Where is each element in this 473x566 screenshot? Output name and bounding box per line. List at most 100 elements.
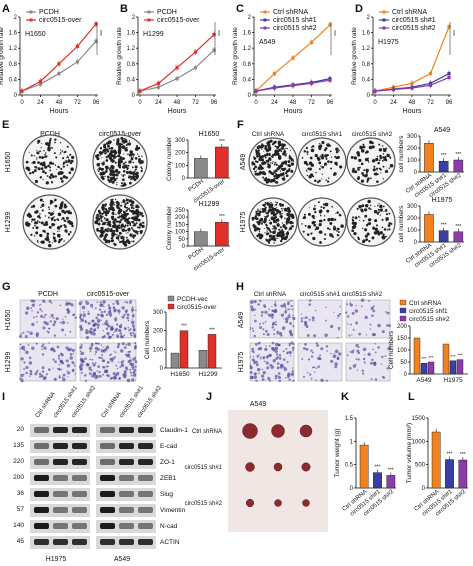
panel-f-dish-colony [371,236,375,240]
panel-e-dish-colony [121,157,125,160]
panel-j-tumor [274,499,282,507]
panel-i-cell-label: A549 [114,556,130,563]
panel-g-image-cell [133,368,137,372]
panel-j-row-label: Ctrl shRNA [192,429,222,435]
panel-g-image-cell [35,370,38,374]
panel-f-dish-colony [383,228,387,231]
panel-e-dish-colony [122,228,125,231]
chart-F1-y-tick-label: 300 [407,134,418,140]
panel-h-image-cell [354,309,359,313]
panel-f-dish-colony [263,172,267,176]
panel-e-dish-colony [53,239,57,243]
panel-g-image-cell [123,313,126,316]
panel-g-image-cell [69,356,73,360]
panel-e-dish-colony [59,149,62,151]
chart-L-y-tick-label: 1000 [412,439,426,445]
panel-h-image-cell [311,351,314,354]
panel-j-title: A549 [250,401,266,408]
panel-f-dish-colony [314,221,317,223]
panel-f-dish-colony [286,231,289,234]
panel-f-dish-colony [353,231,357,236]
panel-e-dish-colony [139,230,143,234]
panel-e-dish-colony [36,233,38,235]
panel-label-e: E [2,119,9,131]
panel-e-dish-colony [28,214,32,218]
panel-f-dish-colony [384,235,387,238]
panel-g-image-cell [56,345,60,349]
chart-E1-significance: *** [219,139,225,145]
panel-g-image-cell [103,305,105,308]
panel-h-image-cell [312,319,315,322]
panel-e-dish-colony [109,173,112,176]
panel-g-image-cell [91,358,94,361]
panel-e-dish-colony [116,234,118,236]
panel-f-dish-colony [279,234,283,238]
panel-h-image-cell [285,309,287,311]
panel-h-image-cell [249,371,253,374]
panel-f-dish [297,137,347,187]
panel-f-dish-colony [264,202,267,204]
panel-h-image-cell [317,365,320,368]
panel-e-dish-colony [113,178,117,182]
panel-h-image-cell [275,320,277,323]
panel-i-band [53,539,68,545]
panel-e-dish-colony [66,216,69,220]
chart-H-bar [413,337,421,375]
panel-e-dish-colony [111,159,115,163]
panel-e-dish-colony [30,206,33,209]
panel-e-dish-colony [125,229,128,232]
panel-e-dish-colony [64,229,68,233]
panel-f-dish-colony [306,174,308,177]
panel-f-dish-colony [329,150,332,153]
panel-f-dish-colony [264,177,268,181]
panel-f-dish-colony [382,205,385,208]
panel-h-image-cell [276,362,280,365]
panel-h-image-cell [334,362,338,366]
panel-i-cell-label: H1975 [46,556,67,563]
panel-f-dish-colony [273,174,276,178]
panel-g-image-cell [96,301,98,303]
panel-g-image-cell [101,335,105,339]
panel-e-dish-colony [132,229,136,232]
panel-f-dish-colony [289,214,292,217]
panel-g-image-cell [25,371,28,375]
panel-h-image-cell [320,378,324,383]
panel-h-image-cell [337,317,339,319]
panel-g-image-cell [47,331,50,334]
panel-g-image-cell [97,313,100,317]
chart-E2-bar [194,231,208,247]
panel-f-dish-colony [329,144,332,147]
panel-f-dish-colony [263,160,265,163]
panel-f-dish-colony [273,171,276,174]
panel-e-dish-colony [44,153,46,156]
panel-e-dish-colony [49,169,52,172]
panel-e-dish-colony [124,240,127,244]
panel-f-dish-colony [264,232,266,234]
chart-G-legend-label: circ0515-over [177,304,217,311]
panel-g-image-cell [120,363,125,368]
panel-e-dish-colony [105,166,108,169]
panel-g-image-cell [52,323,56,327]
panel-h-image-cell [313,371,316,373]
panel-label-d: D [355,3,363,15]
panel-e-dish-colony [106,223,109,226]
panel-f-dish-colony [360,149,365,153]
panel-g-image-cell [80,344,83,346]
chart-F2-y-tick-label: 300 [407,204,418,210]
panel-g-image-cell [127,353,131,357]
chart-H-legend-swatch [399,307,407,314]
panel-e-dish-colony [61,180,64,183]
panel-e-dish-colony [97,222,101,226]
panel-e-dish-colony [110,146,114,150]
panel-e-dish-colony [140,160,144,164]
panel-e-dish-colony [112,170,116,174]
panel-e-dish-colony [63,224,66,227]
panel-e-dish-colony [42,178,44,181]
panel-h-image-cell [273,333,276,336]
panel-f-dish-colony [268,144,270,146]
panel-e-dish-colony [119,142,122,146]
panel-e-dish-colony [116,205,119,207]
panel-h-image-cell [286,374,291,378]
panel-h-image-cell [333,353,335,355]
